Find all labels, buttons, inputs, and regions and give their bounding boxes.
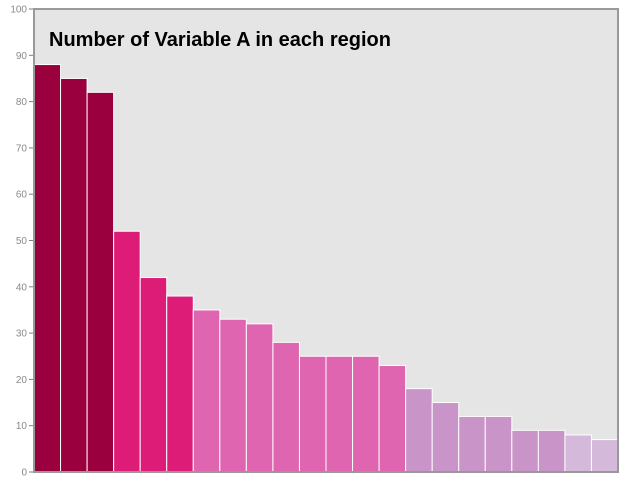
y-tick-label: 10 bbox=[16, 421, 28, 432]
bar[interactable] bbox=[590, 439, 619, 473]
bar[interactable] bbox=[192, 309, 221, 473]
bar[interactable] bbox=[431, 402, 460, 473]
bar[interactable] bbox=[564, 434, 592, 473]
bar[interactable] bbox=[325, 355, 354, 473]
y-tick-label: 20 bbox=[16, 375, 28, 386]
bar[interactable] bbox=[86, 91, 115, 473]
y-tick-label: 30 bbox=[16, 329, 28, 340]
bar[interactable] bbox=[166, 295, 194, 473]
bar[interactable] bbox=[298, 355, 327, 473]
bar[interactable] bbox=[245, 323, 274, 473]
bar[interactable] bbox=[458, 415, 486, 473]
bar[interactable] bbox=[405, 388, 433, 473]
bar[interactable] bbox=[113, 230, 141, 473]
bar[interactable] bbox=[272, 341, 300, 473]
bar[interactable] bbox=[511, 429, 539, 473]
bar[interactable] bbox=[537, 429, 566, 473]
y-tick-label: 100 bbox=[10, 5, 27, 16]
y-tick-label: 80 bbox=[16, 97, 28, 108]
bar[interactable] bbox=[352, 355, 380, 473]
bar[interactable] bbox=[60, 77, 88, 473]
y-tick-label: 60 bbox=[16, 190, 28, 201]
bar[interactable] bbox=[219, 318, 247, 473]
y-tick-label: 0 bbox=[21, 468, 27, 479]
y-tick-label: 70 bbox=[16, 143, 28, 154]
bar[interactable] bbox=[484, 415, 513, 473]
bar[interactable] bbox=[33, 64, 62, 473]
bar[interactable] bbox=[139, 277, 168, 473]
y-tick-label: 50 bbox=[16, 236, 28, 247]
chart-title: Number of Variable A in each region bbox=[49, 29, 391, 51]
y-tick-label: 40 bbox=[16, 282, 28, 293]
plot-frame bbox=[33, 8, 619, 473]
y-tick-label: 90 bbox=[16, 51, 28, 62]
bar[interactable] bbox=[378, 365, 407, 473]
y-axis: 0 10 20 30 40 50 60 70 80 90 100 bbox=[10, 5, 35, 479]
bars bbox=[33, 64, 619, 473]
